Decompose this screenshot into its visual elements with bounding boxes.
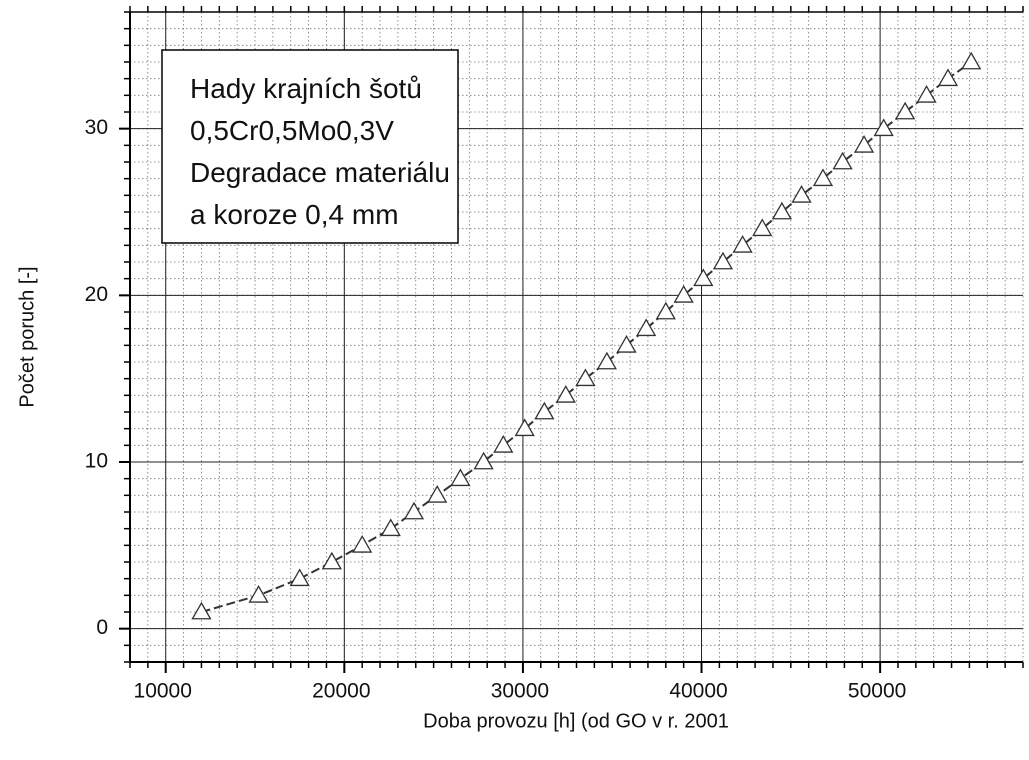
marker (732, 235, 753, 253)
annotation-line: Degradace materiálu (190, 157, 450, 188)
marker (575, 368, 596, 387)
marker (493, 435, 514, 453)
marker (191, 601, 212, 620)
x-tick-label: 50000 (848, 680, 906, 703)
marker (616, 335, 637, 353)
marker (673, 285, 694, 303)
marker (321, 551, 342, 570)
marker (555, 385, 576, 403)
annotation: Hady krajních šotů 0,5Cr0,5Mo0,3V Degradac… (161, 49, 459, 244)
marker (352, 535, 373, 553)
marker (380, 518, 401, 537)
y-tick-label: 30 (85, 116, 108, 139)
annotation-line: a koroze 0,4 mm (190, 199, 399, 230)
marker (655, 301, 676, 320)
marker (916, 85, 937, 103)
marker (289, 568, 310, 587)
marker (791, 185, 812, 203)
marker (832, 151, 853, 170)
marker (853, 135, 875, 153)
marker (961, 51, 982, 70)
x-tick-label: 40000 (669, 680, 727, 703)
marker (514, 418, 535, 437)
marker (937, 68, 959, 87)
series-line (201, 61, 972, 613)
x-axis-label: Doba provozu [h] (od GO v r. 2001 (423, 710, 729, 732)
marker (427, 485, 448, 503)
marker (752, 218, 773, 237)
y-tick-label: 20 (85, 283, 108, 306)
marker (473, 451, 494, 470)
marker (693, 268, 714, 287)
x-tick-label: 20000 (312, 680, 370, 703)
marker (450, 468, 471, 487)
marker (636, 318, 657, 337)
marker (248, 585, 269, 603)
annotation-box (161, 49, 459, 244)
marker (812, 168, 834, 187)
y-axis-label: Počet poruch [-] (16, 266, 38, 407)
marker (712, 251, 734, 270)
y-tick-label: 0 (96, 616, 108, 639)
x-tick-label: 10000 (134, 680, 192, 703)
y-tick-label: 10 (85, 450, 108, 473)
marker (403, 501, 425, 520)
annotation-line: Hady krajních šotů (190, 73, 422, 104)
marker (771, 201, 793, 220)
marker (895, 101, 916, 120)
annotation-line: 0,5Cr0,5Mo0,3V (190, 115, 394, 146)
marker (534, 401, 555, 420)
x-tick-label: 30000 (491, 680, 549, 703)
marker (596, 351, 617, 370)
marker (873, 118, 894, 137)
